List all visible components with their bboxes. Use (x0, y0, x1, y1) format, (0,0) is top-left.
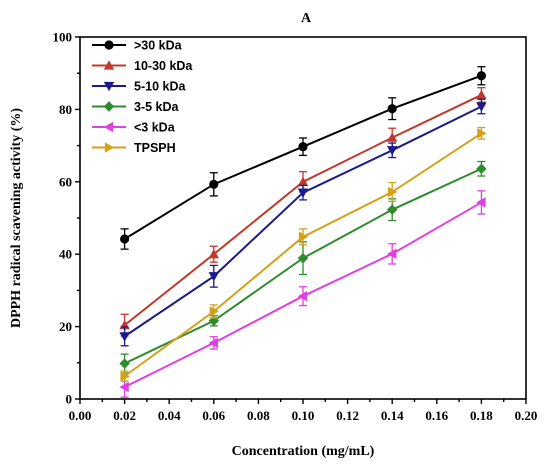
y-tick-label: 40 (59, 247, 72, 262)
data-point (120, 370, 130, 382)
data-point (298, 142, 308, 152)
data-point (297, 176, 309, 186)
legend-item: 5-10 kDa (92, 80, 186, 94)
y-tick-label: 0 (66, 392, 73, 407)
data-point (208, 272, 219, 282)
data-point (476, 89, 487, 100)
data-point (208, 249, 219, 259)
data-point (476, 163, 487, 174)
data-point (387, 248, 397, 260)
legend-label: <3 kDa (134, 121, 176, 135)
data-point (297, 188, 309, 198)
data-point (388, 186, 398, 198)
x-tick-label: 0.08 (247, 408, 270, 423)
y-tick-label: 100 (53, 30, 73, 45)
y-tick-label: 80 (59, 102, 72, 117)
x-tick-label: 0.18 (470, 408, 493, 423)
x-tick-label: 0.14 (381, 408, 404, 423)
y-tick-label: 20 (59, 319, 72, 334)
data-point (387, 132, 398, 142)
x-tick-label: 0.10 (292, 408, 315, 423)
legend-label: TPSPH (134, 141, 176, 155)
data-point (387, 146, 398, 156)
legend-label: >30 kDa (134, 39, 183, 53)
y-tick-label: 60 (59, 174, 72, 189)
data-point (120, 234, 130, 244)
legend-item: <3 kDa (92, 121, 176, 135)
data-point (209, 306, 219, 317)
y-axis-title: DPPH radical scavening activity (%) (9, 108, 24, 328)
plot-area (119, 66, 487, 398)
data-point (208, 337, 218, 349)
axis-ticks: 0.00 0.02 0.04 0.06 0.08 0.10 0.12 0.14 0.16 0.18… (53, 30, 538, 424)
data-point (476, 71, 486, 81)
data-point (476, 102, 487, 112)
x-tick-label: 0.16 (425, 408, 448, 423)
legend-item: >30 kDa (92, 39, 183, 53)
x-tick-label: 0.06 (202, 408, 225, 423)
data-point (297, 252, 309, 264)
series-3 (119, 160, 487, 374)
legend-label: 3-5 kDa (134, 100, 180, 114)
x-tick-label: 0.20 (515, 408, 538, 423)
legend: >30 kDa 10-30 kDa 5-10 kDa 3-5 kDa <3 kDa TPS… (92, 39, 193, 155)
series-2 (119, 98, 487, 347)
data-point (387, 204, 398, 215)
legend-item: 3-5 kDa (92, 100, 180, 114)
data-point (119, 381, 129, 393)
panel-label: A (301, 11, 312, 26)
x-tick-label: 0.02 (113, 408, 136, 423)
legend-label: 5-10 kDa (134, 80, 186, 94)
x-tick-label: 0.12 (336, 408, 359, 423)
data-point (297, 290, 308, 302)
legend-marker (103, 60, 115, 70)
series-4 (119, 190, 486, 398)
data-point (119, 332, 130, 342)
data-point (119, 358, 130, 369)
x-tick-label: 0.00 (69, 408, 92, 423)
legend-item: TPSPH (92, 141, 176, 155)
legend-marker (104, 142, 115, 153)
series-1 (119, 87, 487, 337)
series-0 (120, 66, 486, 250)
x-axis-title: Concentration (mg/mL) (232, 444, 375, 459)
data-point (298, 231, 309, 243)
data-point (477, 128, 487, 139)
series-5 (120, 126, 487, 382)
legend-item: 10-30 kDa (92, 59, 193, 73)
legend-marker (103, 81, 115, 92)
legend-label: 10-30 kDa (134, 59, 193, 73)
legend-marker (104, 40, 114, 50)
data-point (476, 197, 486, 208)
legend-marker (103, 121, 114, 133)
x-tick-label: 0.04 (158, 408, 181, 423)
data-point (387, 104, 397, 114)
legend-marker (103, 101, 115, 112)
data-point (209, 179, 219, 189)
